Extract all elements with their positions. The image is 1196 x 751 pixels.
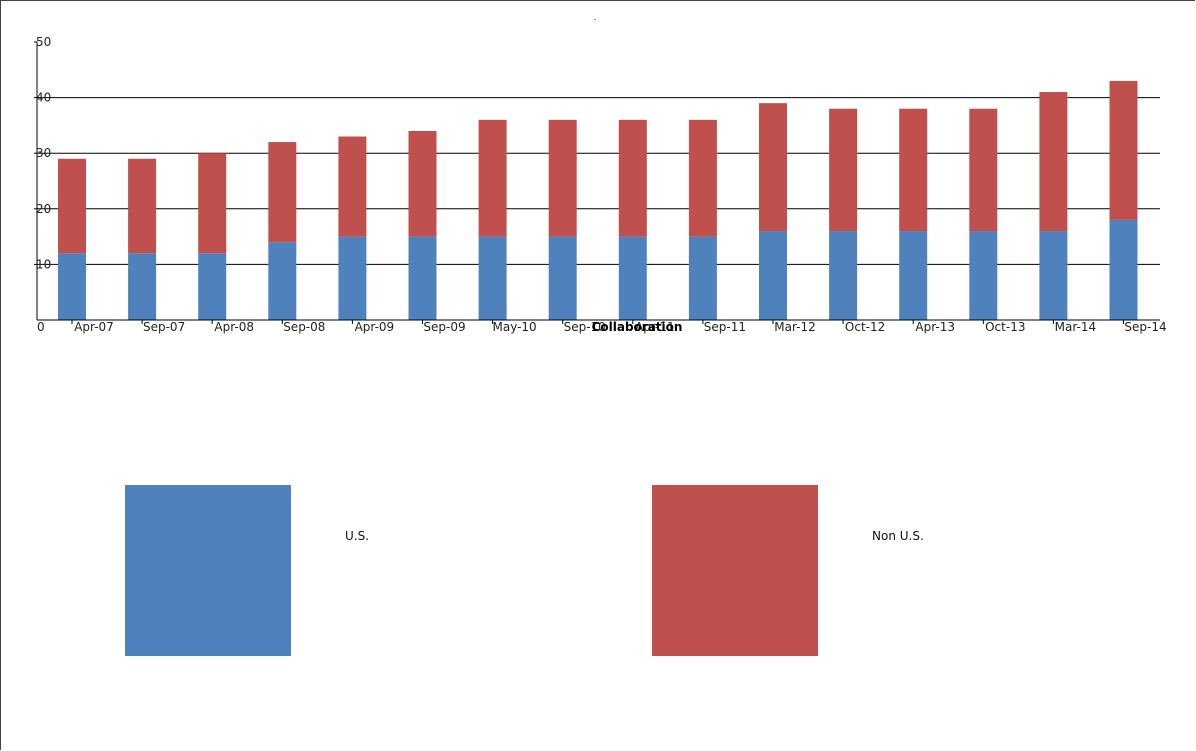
y-tick-label: 10 (36, 257, 51, 271)
x-tick-label: Apr-13 (915, 320, 955, 334)
y-tick-label: 30 (36, 146, 51, 160)
x-tick-label: Apr-08 (214, 320, 254, 334)
bar-us (478, 236, 507, 320)
bar-us (198, 253, 227, 320)
x-tick-label: Sep-14 (1124, 320, 1166, 334)
x-tick-label: Mar-12 (774, 320, 815, 334)
bar-non-us (759, 103, 787, 232)
x-tick-label: Sep-11 (704, 320, 746, 334)
bar-non-us (198, 153, 227, 254)
x-tick-label: Apr-11 (635, 320, 675, 334)
legend-label-non-us: Non U.S. (872, 529, 924, 543)
bar-non-us (829, 108, 858, 232)
x-tick-label: Mar-14 (1055, 320, 1096, 334)
y-tick-label: 20 (36, 202, 51, 216)
bar-us (548, 236, 577, 320)
x-tick-label: May-10 (492, 320, 536, 334)
bar-non-us (548, 119, 577, 237)
y-tick-label: 0 (37, 320, 45, 334)
bar-non-us (969, 108, 998, 232)
bar-us (688, 236, 717, 320)
chart-title: . (594, 13, 597, 22)
bar-non-us (1039, 92, 1068, 232)
y-axis-ticks: 0 10 20 30 40 50 (34, 35, 51, 334)
bar-us (408, 236, 437, 320)
y-tick-label: 50 (36, 35, 51, 49)
x-tick-label: Apr-07 (74, 320, 114, 334)
bar-us (1039, 231, 1068, 320)
bar-non-us (478, 119, 507, 237)
legend-swatch-non-us (652, 485, 818, 656)
bar-us (128, 253, 157, 320)
legend-swatch-us (125, 485, 291, 656)
x-tick-label: Oct-12 (845, 320, 885, 334)
bar-us (759, 231, 787, 320)
x-tick-label: Sep-09 (423, 320, 465, 334)
bar-non-us (618, 119, 647, 237)
x-tick-label: Sep-08 (283, 320, 325, 334)
x-axis-label: Collaboration (592, 320, 683, 334)
x-tick-label: Sep-07 (143, 320, 185, 334)
bar-us (618, 236, 647, 320)
bar-us (268, 242, 297, 320)
bar-non-us (58, 158, 86, 254)
bar-non-us (408, 130, 437, 237)
bar-non-us (688, 119, 717, 237)
x-axis-ticks: Apr-07 Sep-07 Apr-08 Sep-08 Apr-09 Sep-09 May-… (71, 320, 1167, 334)
y-tick-label: 40 (36, 91, 51, 105)
bar-us (969, 231, 998, 320)
bar-us (899, 231, 928, 320)
x-tick-label: Oct-13 (985, 320, 1025, 334)
x-tick-label: Apr-09 (355, 320, 395, 334)
bar-us (338, 236, 367, 320)
bar-non-us (1109, 80, 1138, 220)
bar-non-us (338, 136, 367, 237)
bar-non-us (899, 108, 928, 232)
bars (58, 80, 1138, 320)
legend-label-us: U.S. (345, 529, 370, 543)
bar-us (829, 231, 858, 320)
bar-us (1109, 219, 1138, 320)
bar-us (58, 253, 86, 320)
bar-non-us (268, 142, 297, 243)
axes (36, 42, 1160, 321)
x-tick-label: Sep-10 (564, 320, 606, 334)
bar-non-us (128, 158, 157, 254)
